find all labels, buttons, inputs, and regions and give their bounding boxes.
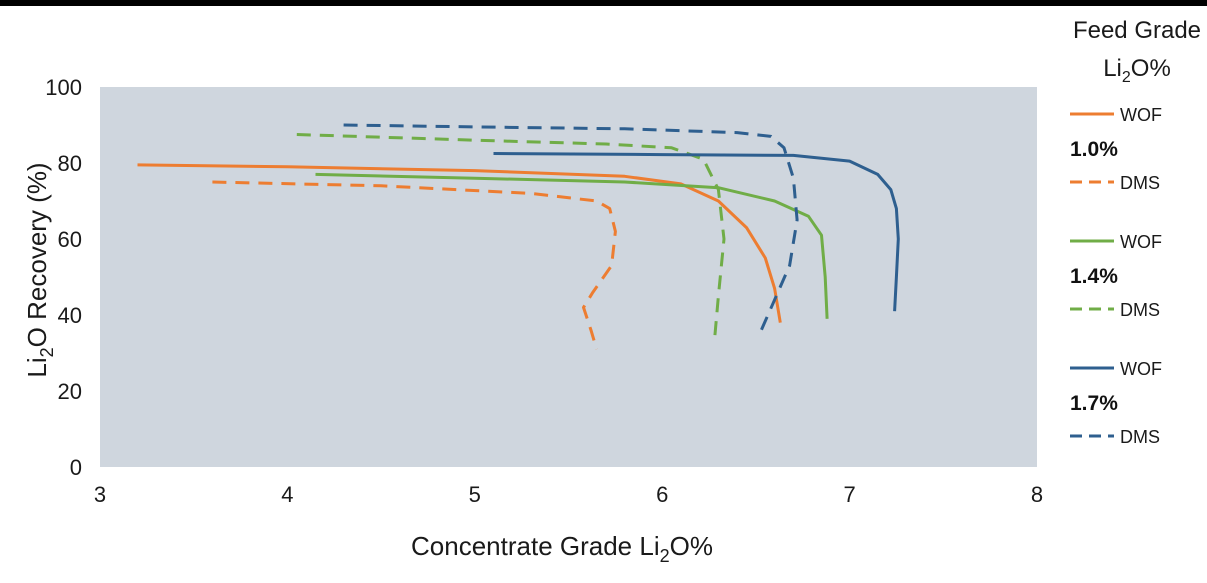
- series-line-1.7-wof: [493, 152, 900, 312]
- series-line-1.4-wof: [315, 172, 829, 319]
- legend-label-wof: WOF: [1120, 105, 1162, 125]
- y-axis-title: Li2O Recovery (%): [22, 162, 57, 377]
- plot-area: [100, 87, 1037, 467]
- y-tick-label: 80: [58, 151, 82, 176]
- legend-label-dms: DMS: [1120, 300, 1160, 320]
- y-tick-label: 40: [58, 303, 82, 328]
- series-line-1.4-dms: [296, 133, 726, 338]
- legend-feed-grade: 1.0%: [1070, 138, 1118, 161]
- x-tick-label: 8: [1031, 482, 1043, 507]
- legend-label-wof: WOF: [1120, 359, 1162, 379]
- legend-title-line1: Feed Grade: [1073, 17, 1201, 44]
- y-tick-labels: 0 20 40 60 80 100: [45, 75, 82, 480]
- series-line-1.0-wof: [137, 163, 782, 323]
- series-line-1.0-dms: [212, 180, 617, 350]
- legend-feed-grade: 1.7%: [1070, 392, 1118, 415]
- x-tick-labels: 3 4 5 6 7 8: [94, 482, 1043, 507]
- x-tick-label: 7: [843, 482, 855, 507]
- legend: Feed Grade Li2O% WOF1.0%DMSWOF1.4%DMSWOF…: [1070, 17, 1201, 447]
- x-tick-label: 4: [281, 482, 293, 507]
- x-tick-label: 3: [94, 482, 106, 507]
- series-layer: [137, 123, 900, 350]
- legend-title-line2: Li2O%: [1103, 55, 1171, 86]
- legend-feed-grade: 1.4%: [1070, 265, 1118, 288]
- legend-label-dms: DMS: [1120, 173, 1160, 193]
- y-tick-label: 60: [58, 227, 82, 252]
- legend-label-dms: DMS: [1120, 427, 1160, 447]
- y-tick-label: 100: [45, 75, 82, 100]
- series-line-1.7-dms: [343, 123, 799, 335]
- x-tick-label: 6: [656, 482, 668, 507]
- x-tick-label: 5: [469, 482, 481, 507]
- x-axis-title: Concentrate Grade Li2O%: [411, 531, 713, 566]
- y-tick-label: 0: [70, 455, 82, 480]
- y-tick-label: 20: [58, 379, 82, 404]
- top-border-rule: [0, 0, 1207, 6]
- legend-label-wof: WOF: [1120, 232, 1162, 252]
